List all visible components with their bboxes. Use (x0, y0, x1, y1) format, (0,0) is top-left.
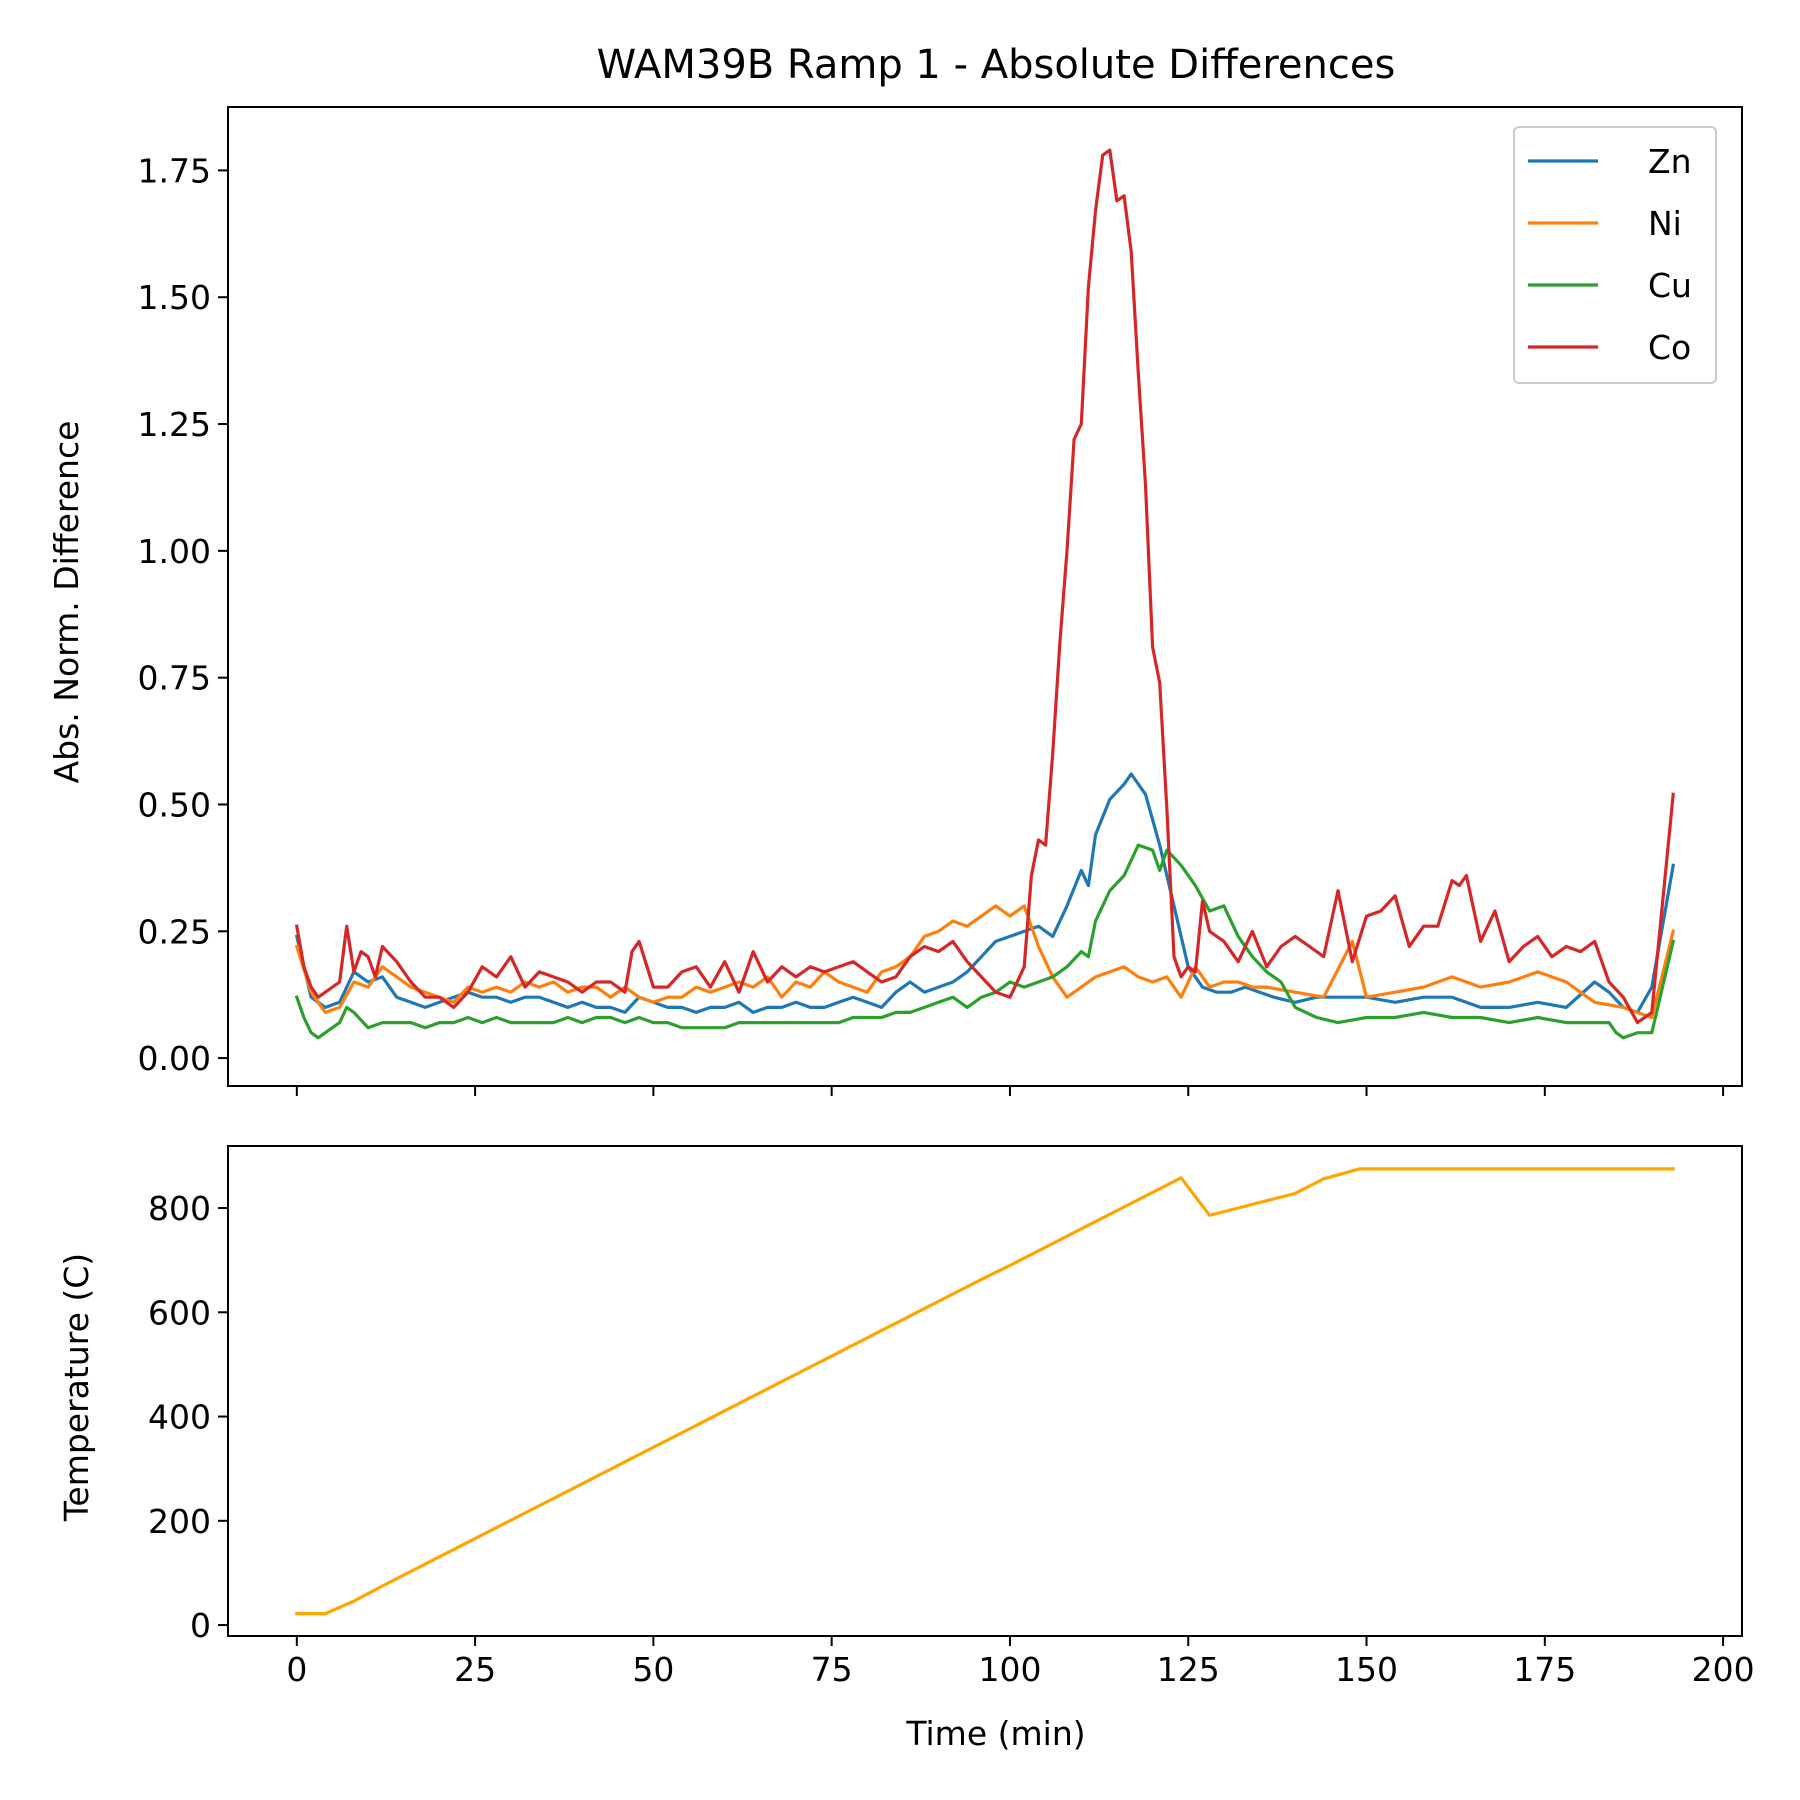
temperature-series-group (295, 1167, 1675, 1616)
legend-label-ni: Ni (1648, 204, 1682, 243)
x-tick-label: 175 (1513, 1650, 1576, 1689)
x-tick-label: 0 (286, 1650, 307, 1689)
chart-title: WAM39B Ramp 1 - Absolute Differences (597, 42, 1396, 88)
legend-label-co: Co (1648, 328, 1691, 367)
difference-plot-frame (227, 106, 1743, 1087)
series-zn-line (294, 772, 1676, 1015)
difference-y-tick-label: 1.25 (138, 405, 211, 444)
legend-label-cu: Cu (1648, 266, 1692, 305)
temperature-y-axis-label: Temperature (C) (57, 1253, 96, 1522)
x-tick-label: 100 (978, 1650, 1041, 1689)
difference-series-group (294, 148, 1676, 1040)
x-tick-label: 25 (454, 1650, 496, 1689)
temperature-panel: 0 25 50 75 100 125 150 175 200 0 200 400 600 800 Temp… (57, 1145, 1755, 1753)
temperature-y-tick-label: 800 (148, 1189, 211, 1228)
difference-y-tick-label: 1.00 (138, 532, 211, 571)
x-tick-label: 200 (1692, 1650, 1755, 1689)
temperature-y-tick-label: 200 (148, 1502, 211, 1541)
series-co-line (294, 148, 1675, 1025)
temperature-y-tick-label: 400 (148, 1398, 211, 1437)
difference-y-tick-label: 0.50 (138, 785, 211, 824)
series-ni-line (294, 904, 1676, 1020)
temperature-plot-frame (227, 1145, 1743, 1637)
legend: Zn Ni Cu Co (1513, 126, 1717, 384)
difference-y-tick-label: 0.25 (138, 912, 211, 951)
legend-box (1513, 126, 1717, 384)
difference-y-tick-label: 1.50 (138, 278, 211, 317)
x-tick-label: 150 (1335, 1650, 1398, 1689)
difference-axes: 0.00 0.25 0.50 0.75 1.00 1.25 1.50 1.75 (138, 106, 1743, 1096)
difference-y-tick-label: 0.00 (138, 1039, 211, 1078)
series-cu-line (294, 843, 1676, 1040)
difference-y-tick-label: 1.75 (138, 151, 211, 190)
difference-y-axis-label: Abs. Norm. Difference (47, 421, 86, 784)
temperature-series-line (295, 1167, 1675, 1616)
legend-label-zn: Zn (1648, 142, 1692, 181)
difference-panel: 0.00 0.25 0.50 0.75 1.00 1.25 1.50 1.75 Abs. No… (47, 106, 1743, 1096)
temperature-y-tick-label: 600 (148, 1293, 211, 1332)
temperature-axes: 0 25 50 75 100 125 150 175 200 0 200 400 600 800 (148, 1145, 1755, 1689)
x-axis-label: Time (min) (905, 1714, 1085, 1753)
temperature-y-tick-label: 0 (190, 1606, 211, 1645)
x-tick-label: 75 (811, 1650, 853, 1689)
x-tick-label: 125 (1157, 1650, 1220, 1689)
difference-y-tick-label: 0.75 (138, 659, 211, 698)
x-tick-label: 50 (632, 1650, 674, 1689)
